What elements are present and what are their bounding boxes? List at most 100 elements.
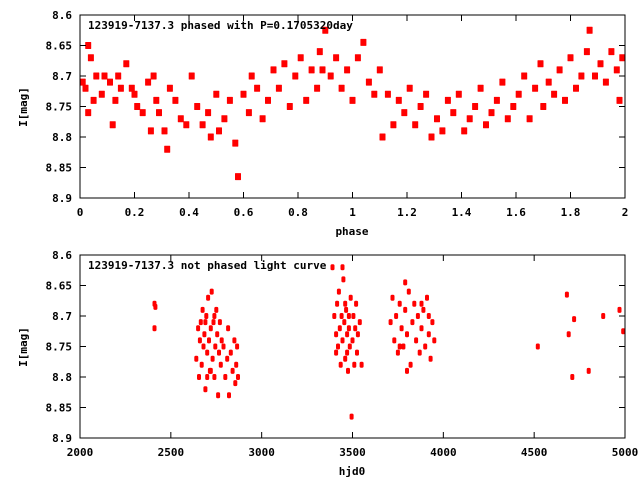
data-point bbox=[421, 306, 426, 313]
data-point bbox=[602, 78, 609, 86]
data-point bbox=[109, 121, 116, 129]
data-point bbox=[339, 313, 344, 319]
unphased-y-axis-label: I[mag] bbox=[17, 327, 30, 367]
data-point bbox=[292, 72, 299, 80]
data-point bbox=[319, 66, 326, 74]
data-point bbox=[139, 109, 146, 117]
x-tick-label: 0 bbox=[77, 206, 84, 219]
data-point bbox=[351, 313, 356, 319]
data-point bbox=[196, 325, 201, 332]
data-point bbox=[357, 319, 362, 326]
data-point bbox=[564, 291, 569, 298]
data-point bbox=[353, 325, 358, 332]
data-point bbox=[376, 66, 383, 74]
data-point bbox=[303, 96, 310, 104]
data-point bbox=[556, 66, 563, 74]
data-point bbox=[240, 90, 247, 98]
data-point bbox=[444, 96, 451, 104]
data-point bbox=[205, 109, 212, 117]
data-point bbox=[145, 78, 152, 86]
data-point bbox=[346, 313, 351, 319]
data-point bbox=[439, 127, 446, 135]
data-point bbox=[223, 374, 228, 380]
data-point bbox=[202, 331, 207, 338]
x-tick-label: 5000 bbox=[612, 446, 639, 459]
data-point bbox=[156, 109, 162, 117]
data-point bbox=[226, 325, 231, 332]
data-point bbox=[198, 319, 203, 326]
data-point bbox=[230, 367, 235, 374]
data-point bbox=[308, 66, 315, 74]
data-point bbox=[206, 294, 211, 301]
data-point bbox=[90, 96, 97, 104]
data-point bbox=[450, 109, 457, 117]
data-point bbox=[327, 72, 334, 80]
phased-plot-title: 123919-7137.3 phased with P=0.1705320day bbox=[88, 19, 353, 32]
data-point bbox=[134, 103, 141, 110]
phased-axis-ticks: 0 0.2 0.4 0.6 0.8 1 1.2 1.4 1.6 1.8 2 8.6 8.65 8.7 8.7… bbox=[46, 9, 629, 219]
data-point bbox=[515, 90, 522, 98]
data-point bbox=[597, 60, 604, 68]
data-point bbox=[79, 78, 86, 86]
y-tick-label: 8.75 bbox=[46, 101, 73, 114]
data-point bbox=[415, 313, 420, 319]
data-point bbox=[521, 72, 528, 80]
data-point bbox=[567, 54, 574, 62]
data-point bbox=[147, 127, 154, 135]
data-point bbox=[218, 361, 223, 368]
data-point bbox=[408, 361, 413, 368]
y-tick-label: 8.75 bbox=[46, 341, 73, 354]
data-point bbox=[586, 26, 593, 34]
data-point bbox=[345, 331, 350, 338]
y-tick-label: 8.85 bbox=[46, 402, 73, 415]
x-tick-label: 0.8 bbox=[288, 206, 308, 219]
data-point bbox=[526, 115, 533, 123]
data-point bbox=[621, 328, 626, 335]
data-point bbox=[194, 103, 201, 110]
data-point bbox=[406, 84, 413, 92]
phased-x-axis-label: phase bbox=[335, 225, 368, 238]
data-point bbox=[211, 319, 216, 326]
data-point bbox=[592, 72, 598, 80]
data-point bbox=[419, 325, 424, 332]
data-point bbox=[199, 121, 206, 129]
data-point bbox=[461, 127, 468, 135]
x-tick-label: 1.8 bbox=[561, 206, 581, 219]
data-point bbox=[417, 349, 422, 356]
data-point bbox=[428, 355, 433, 362]
data-point bbox=[399, 325, 404, 332]
y-tick-label: 8.65 bbox=[46, 40, 73, 53]
y-tick-label: 8.8 bbox=[52, 371, 72, 384]
data-point bbox=[297, 54, 304, 62]
data-point bbox=[397, 300, 402, 307]
data-point bbox=[164, 145, 171, 153]
data-point bbox=[608, 48, 615, 56]
data-point bbox=[352, 361, 357, 368]
x-tick-label: 1.2 bbox=[397, 206, 417, 219]
data-point bbox=[344, 306, 349, 313]
data-point bbox=[213, 343, 218, 350]
data-point bbox=[401, 109, 408, 117]
data-point bbox=[215, 331, 220, 338]
data-point bbox=[101, 72, 108, 80]
y-tick-label: 8.8 bbox=[52, 131, 72, 144]
data-point bbox=[397, 343, 402, 350]
data-point bbox=[93, 72, 100, 80]
data-point bbox=[335, 300, 340, 307]
data-point bbox=[87, 54, 94, 62]
data-point bbox=[532, 84, 539, 92]
data-point bbox=[227, 392, 231, 399]
data-point bbox=[235, 173, 241, 181]
data-point bbox=[586, 367, 591, 374]
x-tick-label: 0.2 bbox=[125, 206, 145, 219]
data-point bbox=[488, 109, 495, 117]
data-point bbox=[562, 96, 568, 104]
data-point bbox=[334, 349, 339, 356]
data-point bbox=[403, 279, 408, 286]
data-point bbox=[330, 264, 335, 271]
data-point bbox=[233, 380, 238, 387]
data-point bbox=[219, 337, 224, 344]
data-point bbox=[347, 343, 352, 350]
data-point bbox=[207, 133, 214, 141]
